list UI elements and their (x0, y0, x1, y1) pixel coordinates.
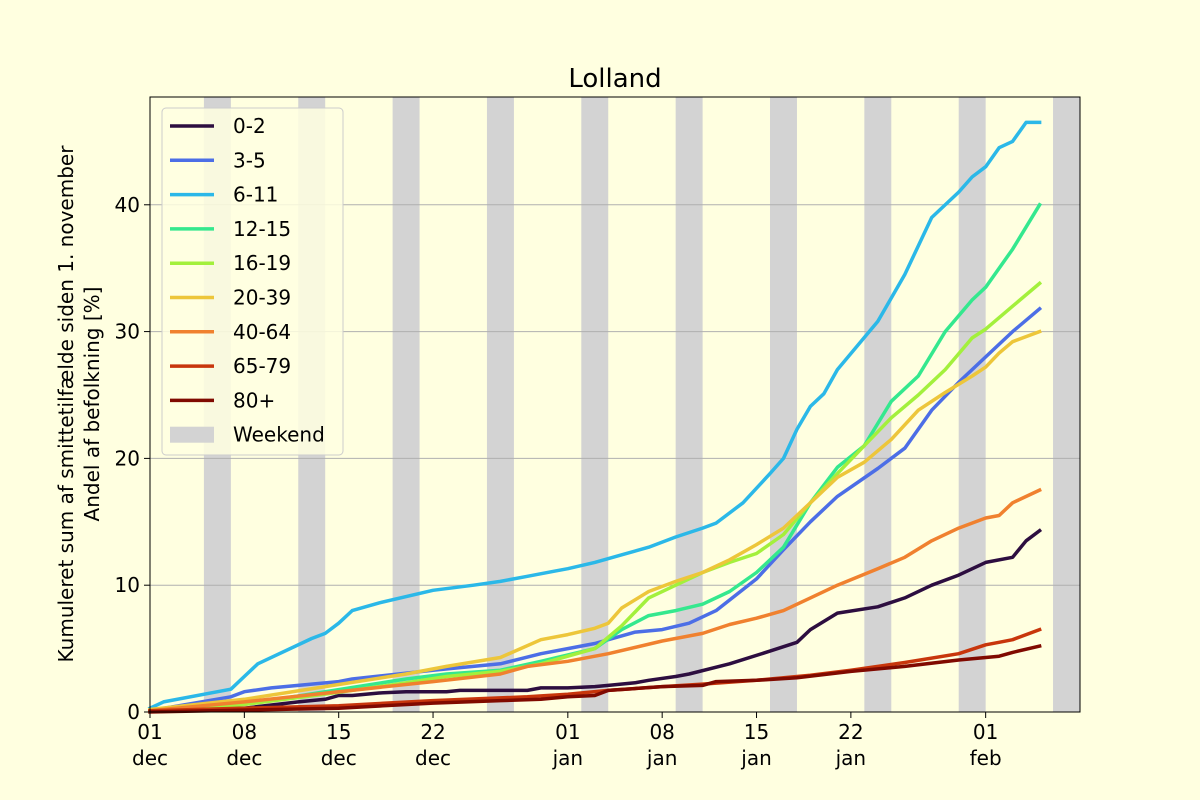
legend-label: 6-11 (233, 183, 278, 207)
x-tick-label-day: 22 (420, 720, 445, 744)
weekend-band (864, 97, 892, 712)
x-tick-label-month: jan (740, 746, 772, 770)
y-tick-label: 10 (115, 573, 140, 597)
legend-label-weekend: Weekend (233, 423, 325, 447)
x-tick-label-day: 01 (973, 720, 998, 744)
legend-label: 20-39 (233, 286, 291, 310)
weekend-band (581, 97, 609, 712)
series-line-0-2 (148, 528, 1043, 713)
x-tick-label-day: 08 (232, 720, 257, 744)
x-tick-label-month: dec (321, 746, 357, 770)
x-tick-label-day: 01 (555, 720, 580, 744)
series-line-20-39 (148, 329, 1042, 712)
x-tick-label-month: jan (552, 746, 584, 770)
x-tick-label-month: jan (835, 746, 867, 770)
series-line-6-11 (147, 120, 1042, 711)
legend-label: 40-64 (233, 320, 291, 344)
x-tick-label-month: feb (970, 746, 1002, 770)
x-tick-label-day: 08 (649, 720, 674, 744)
y-tick-label: 30 (115, 320, 140, 344)
weekend-band (486, 97, 514, 712)
legend-swatch-weekend (170, 426, 214, 443)
legend-label: 16-19 (233, 251, 291, 275)
x-tick-label-month: dec (226, 746, 262, 770)
x-tick-label-day: 01 (137, 720, 162, 744)
legend-label: 3-5 (233, 148, 266, 172)
y-axis-label-line-1: Kumuleret sum af smittetilfælde siden 1.… (54, 145, 78, 663)
y-tick-label: 20 (115, 446, 140, 470)
weekend-band (1053, 97, 1080, 712)
legend-label: 0-2 (233, 114, 266, 138)
legend: 0-2 3-5 6-11 12-15 16-19 20-39 40-64 65-79 80+ We… (161, 107, 344, 456)
y-tick-label: 40 (115, 193, 140, 217)
weekend-band (958, 97, 986, 712)
legend-label: 80+ (233, 388, 275, 412)
series-line-40-64 (148, 487, 1042, 713)
legend-label: 65-79 (233, 354, 291, 378)
weekend-band (392, 97, 420, 712)
x-tick-label-day: 15 (326, 720, 351, 744)
plot-frame (149, 96, 1081, 713)
series-line-80+ (148, 643, 1042, 714)
x-axis: 01dec08dec15dec22dec01jan08jan15jan22jan… (132, 712, 1002, 770)
series-line-3-5 (147, 306, 1043, 713)
y-axis: 0 10 20 30 40 (115, 193, 150, 724)
y-axis-label-line-2: Andel af befolkning [%] (80, 287, 104, 522)
x-tick-label-day: 15 (744, 720, 769, 744)
x-tick-label-month: jan (646, 746, 678, 770)
x-tick-label-day: 22 (838, 720, 863, 744)
y-tick-label: 0 (127, 700, 140, 724)
x-tick-label-month: dec (415, 746, 451, 770)
weekend-band (770, 97, 797, 712)
legend-label: 12-15 (233, 217, 291, 241)
series-line-12-15 (148, 202, 1043, 713)
x-tick-label-month: dec (132, 746, 168, 770)
chart-title: Lolland (568, 64, 661, 94)
series-lines (147, 120, 1043, 714)
